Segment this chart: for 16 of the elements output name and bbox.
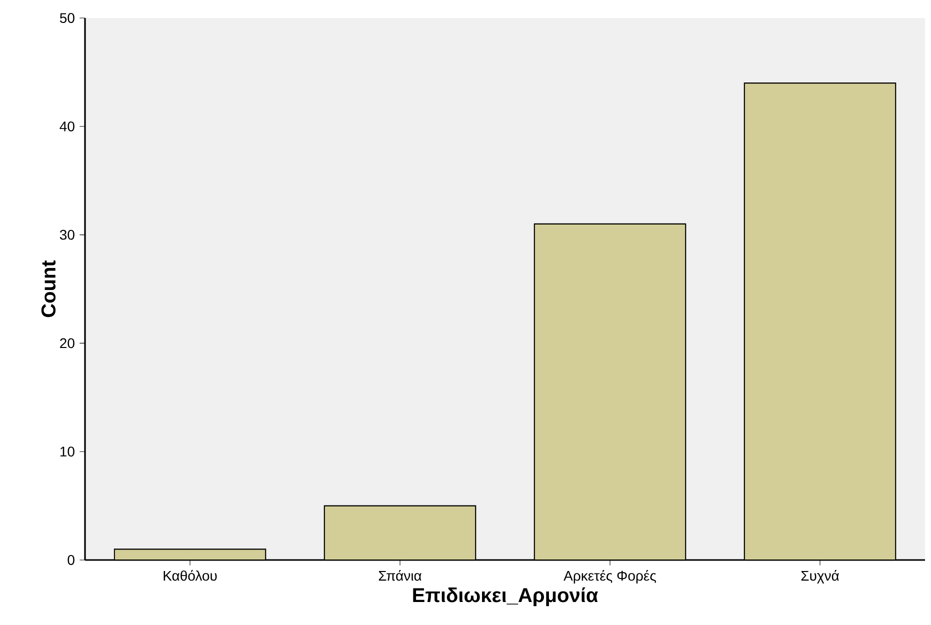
x-tick-label: Σπάνια (378, 570, 422, 581)
x-tick-label: Αρκετές Φορές (564, 570, 656, 584)
bar (744, 82, 896, 560)
bar (534, 223, 686, 560)
y-tick-label: 10 (60, 446, 74, 457)
bar (324, 505, 476, 560)
x-tick-label: Συχνά (801, 570, 839, 584)
y-tick-label: 20 (60, 338, 74, 348)
y-tick-label: 40 (60, 121, 74, 132)
x-axis-title: Επιδιωκει_Αρμονία (413, 587, 598, 606)
x-tick-label: Καθόλου (164, 570, 217, 581)
y-axis-title: Count (41, 260, 56, 318)
y-tick-label: 50 (60, 13, 74, 23)
y-tick-label: 0 (68, 555, 74, 565)
bar (114, 549, 266, 560)
y-tick-label: 30 (60, 230, 74, 240)
